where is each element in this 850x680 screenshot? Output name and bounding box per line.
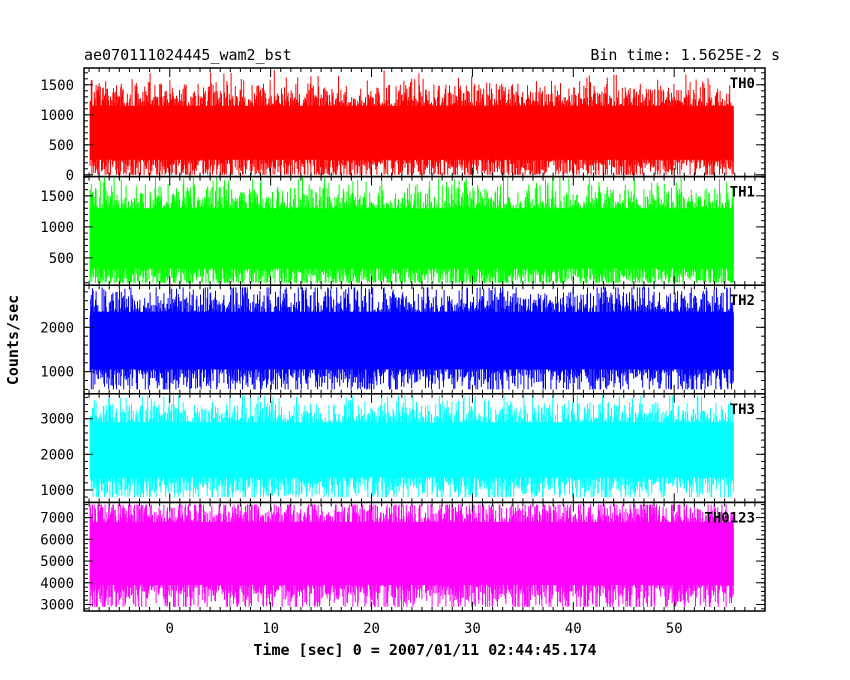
- x-axis: 0 10 20 30 40 50: [166, 621, 683, 637]
- chart-title-right: Bin time: 1.5625E-2 s: [590, 46, 780, 64]
- y-tick-label: 500: [49, 251, 74, 267]
- panel-label: TH0: [730, 76, 755, 92]
- y-tick-label: 1000: [40, 483, 74, 499]
- series-core-th2: [90, 311, 734, 370]
- y-tick-label: 1500: [40, 189, 74, 205]
- x-tick-label: 50: [666, 621, 683, 637]
- panel-th0: 0 500 1000 1500 TH0: [40, 67, 766, 184]
- series-core-th0: [90, 105, 734, 160]
- chart-title-left: ae070111024445_wam2_bst: [84, 46, 292, 64]
- y-tick-label: 500: [49, 138, 74, 154]
- y-tick-label: 0: [66, 168, 74, 184]
- x-tick-label: 0: [166, 621, 174, 637]
- x-tick-label: 10: [262, 621, 279, 637]
- panel-label: TH0123: [704, 510, 755, 526]
- panel-th0123: 3000 4000 5000 6000 7000 TH0123: [40, 501, 766, 613]
- y-tick-label: 2000: [40, 447, 74, 463]
- x-tick-label: 20: [363, 621, 380, 637]
- x-axis-label: Time [sec] 0 = 2007/01/11 02:44:45.174: [253, 641, 596, 659]
- y-tick-label: 7000: [40, 511, 74, 527]
- series-core-th3: [90, 422, 734, 478]
- panel-label: TH2: [730, 293, 755, 309]
- panel-label: TH3: [730, 402, 755, 418]
- y-tick-label: 1000: [40, 365, 74, 381]
- x-tick-label: 30: [464, 621, 481, 637]
- y-tick-label: 2000: [40, 320, 74, 336]
- panels-group: 0 500 1000 1500 TH0 500 1000 1500 TH1 1000 2000 TH2…: [40, 67, 766, 613]
- series-core-th0123: [90, 521, 734, 585]
- x-tick-label: 40: [565, 621, 582, 637]
- y-tick-label: 4000: [40, 576, 74, 592]
- panel-th2: 1000 2000 TH2: [40, 284, 766, 395]
- y-axis-label: Counts/sec: [4, 295, 22, 385]
- panel-label: TH1: [730, 185, 755, 201]
- series-core-th1: [90, 208, 734, 269]
- panel-th3: 1000 2000 3000 TH3: [40, 393, 766, 504]
- y-tick-label: 6000: [40, 532, 74, 548]
- panel-th1: 500 1000 1500 TH1: [40, 175, 766, 286]
- y-tick-label: 1500: [40, 78, 74, 94]
- y-tick-label: 1000: [40, 108, 74, 124]
- y-tick-label: 3000: [40, 412, 74, 428]
- y-tick-label: 3000: [40, 597, 74, 613]
- y-tick-label: 5000: [40, 554, 74, 570]
- y-tick-label: 1000: [40, 220, 74, 236]
